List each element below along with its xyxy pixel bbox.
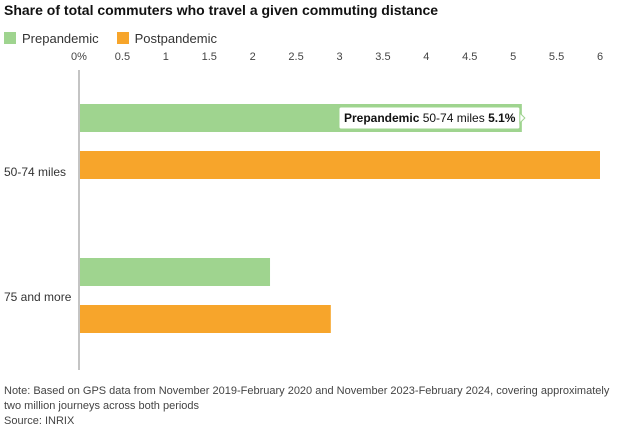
legend-swatch-prepandemic <box>4 32 16 44</box>
x-tick-label: 2.5 <box>288 51 303 63</box>
x-tick-label: 0% <box>71 51 87 63</box>
x-tick-label: 5.5 <box>549 51 564 63</box>
legend-swatch-postpandemic <box>116 32 129 44</box>
legend-item-postpandemic: Postpandemic <box>116 30 217 46</box>
x-tick-label: 1.5 <box>202 51 217 63</box>
tooltip-pointer <box>519 111 526 125</box>
category-label: 50-74 miles <box>4 165 66 179</box>
tooltip-text: Prepandemic 50-74 miles 5.1% <box>344 111 516 125</box>
x-tick-label: 6 <box>597 51 603 63</box>
x-tick-label: 4 <box>423 51 429 63</box>
legend-label-postpandemic: Postpandemic <box>134 30 217 46</box>
x-tick-label: 1 <box>163 51 169 63</box>
bar-chart: 0% 0.5 1 1.5 2 2.5 3 3.5 4 4.5 5 5.5 6 50-74 miles 75 … <box>4 51 603 370</box>
chart-title: Share of total commuters who travel a gi… <box>4 2 439 18</box>
bar-postpandemic-1 <box>80 305 331 333</box>
note-line-1: Note: Based on GPS data from November 20… <box>4 385 610 397</box>
chart-note: Note: Based on GPS data from November 20… <box>4 384 614 429</box>
category-label: 75 and more <box>4 290 72 304</box>
legend-item-prepandemic: Prepandemic <box>4 31 99 46</box>
bar-postpandemic-0 <box>80 151 600 179</box>
x-tick-label: 2 <box>250 51 256 63</box>
legend: Prepandemic Postpandemic <box>4 30 235 46</box>
x-tick-label: 5 <box>510 51 516 63</box>
x-tick-label: 3 <box>336 51 342 63</box>
source-line: Source: INRIX <box>4 415 75 427</box>
legend-label-prepandemic: Prepandemic <box>22 30 99 46</box>
x-tick-label: 3.5 <box>375 51 390 63</box>
x-tick-label: 0.5 <box>115 51 130 63</box>
note-line-2: two million journeys across both periods <box>4 400 200 412</box>
x-tick-label: 4.5 <box>462 51 477 63</box>
bar-prepandemic-1 <box>80 258 271 286</box>
